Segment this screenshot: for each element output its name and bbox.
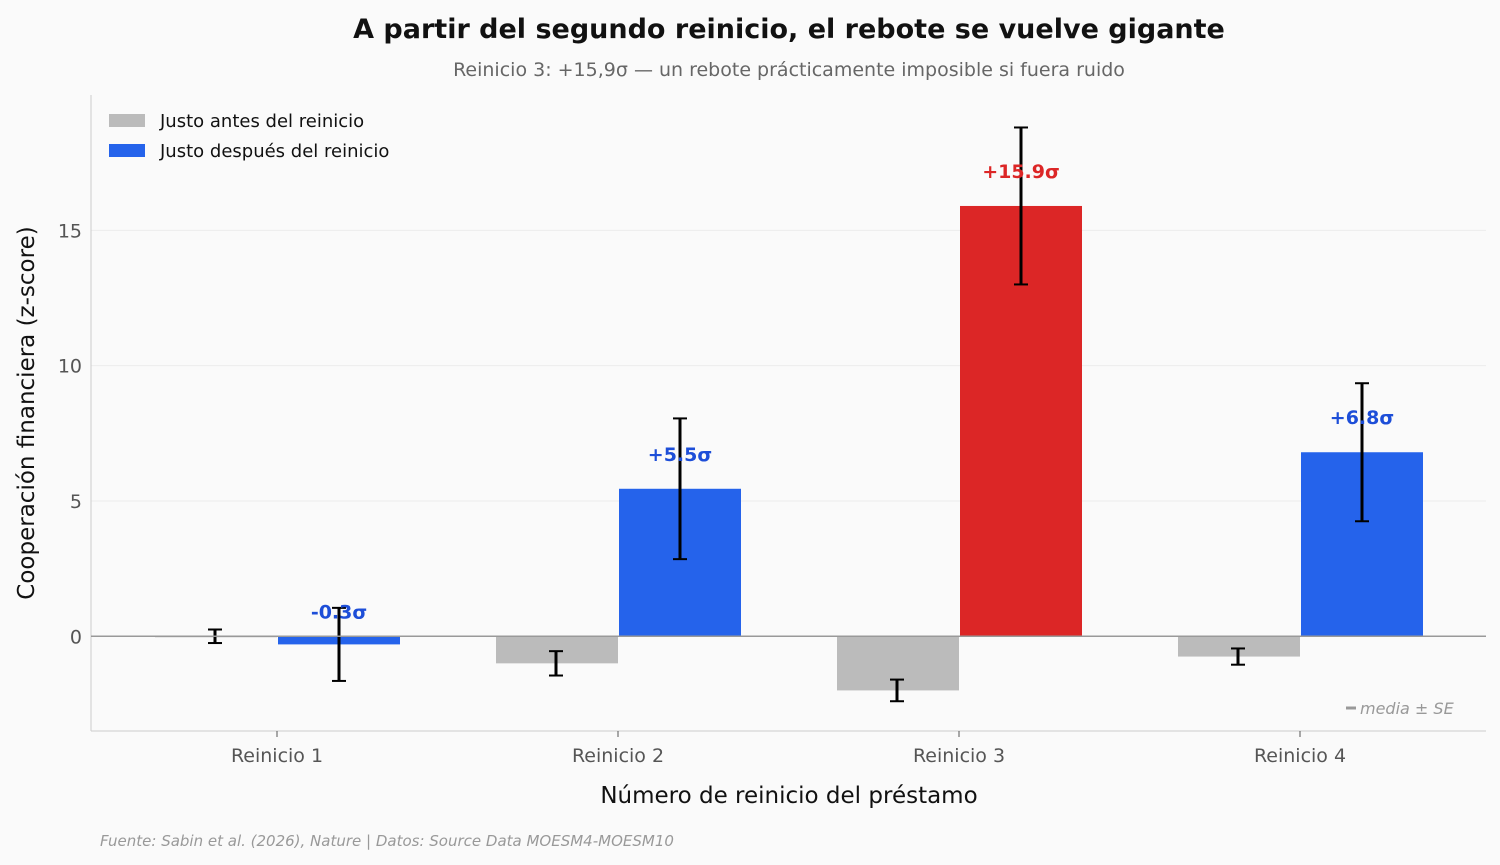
y-tick-label: 15 <box>58 220 82 242</box>
y-tick-label: 5 <box>70 491 82 513</box>
chart-subtitle: Reinicio 3: +15,9σ — un rebote prácticam… <box>453 59 1125 81</box>
error-note: media ± SE <box>1346 699 1455 718</box>
legend-swatch-after <box>109 144 145 157</box>
legend-swatch-before <box>109 114 145 127</box>
x-tick-label: Reinicio 3 <box>913 745 1005 767</box>
y-tick-label: 10 <box>58 356 82 378</box>
bar-value-label: -0.3σ <box>311 601 367 623</box>
source-note: Fuente: Sabin et al. (2026), Nature | Da… <box>100 832 674 850</box>
x-tick-label: Reinicio 2 <box>572 745 664 767</box>
axis-layer: 0 5 10 15 Reinicio 1 Reinicio 2 Reinicio 3 Rein… <box>58 95 1486 767</box>
legend-label-after: Justo después del reinicio <box>159 141 389 162</box>
bar-value-label: +6.8σ <box>1330 407 1394 429</box>
legend: Justo antes del reinicio Justo después d… <box>109 111 389 162</box>
label-layer: -0.3σ +5.5σ +15.9σ +6.8σ <box>311 161 1394 623</box>
x-axis-label: Número de reinicio del préstamo <box>600 783 977 809</box>
bar-value-label: +15.9σ <box>982 161 1060 183</box>
error-note-text: media ± SE <box>1360 699 1455 718</box>
grid-layer <box>91 229 1486 502</box>
y-axis-label: Cooperación financiera (z-score) <box>14 226 40 599</box>
x-tick-label: Reinicio 1 <box>231 745 323 767</box>
chart-title: A partir del segundo reinicio, el rebote… <box>353 14 1225 45</box>
bar-value-label: +5.5σ <box>648 444 712 466</box>
y-tick-label: 0 <box>70 626 82 648</box>
x-tick-label: Reinicio 4 <box>1254 745 1346 767</box>
bar-before <box>1178 636 1300 657</box>
legend-label-before: Justo antes del reinicio <box>159 111 364 132</box>
error-layer <box>208 126 1369 703</box>
